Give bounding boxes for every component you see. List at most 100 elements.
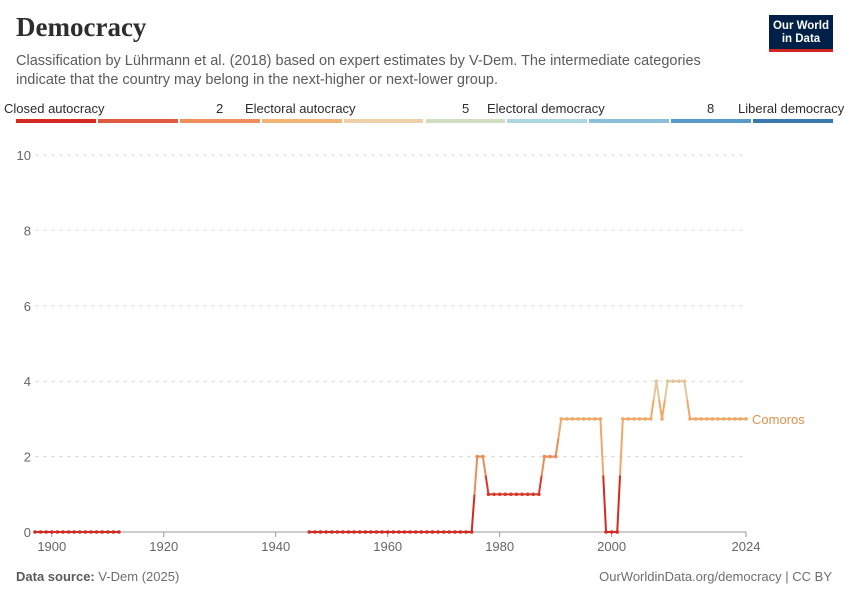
data-point	[615, 530, 620, 534]
data-point	[341, 530, 345, 534]
data-point	[565, 417, 569, 421]
data-point	[721, 417, 726, 421]
data-point	[413, 530, 418, 534]
legend-swatch[interactable]	[97, 119, 178, 123]
data-point	[514, 492, 519, 497]
data-point	[385, 530, 390, 534]
legend-label-5: 5	[462, 101, 470, 116]
data-point	[626, 417, 631, 421]
data-source-label: Data source:	[16, 569, 95, 584]
data-point	[688, 417, 692, 421]
data-point	[497, 492, 502, 497]
y-tick-label: 0	[24, 525, 31, 540]
data-point	[643, 417, 648, 421]
data-point	[111, 530, 116, 534]
data-point	[693, 417, 698, 421]
series-segment	[649, 399, 655, 420]
data-point	[525, 492, 530, 497]
legend-swatch[interactable]	[261, 119, 342, 123]
x-tick-label: 1980	[485, 539, 514, 554]
data-point	[632, 417, 636, 421]
x-tick-label: 1920	[149, 539, 178, 554]
data-point	[503, 492, 508, 497]
series-segment	[540, 456, 546, 476]
chart-title: Democracy	[16, 12, 147, 42]
owid-logo[interactable]: Our World in Data	[769, 15, 833, 52]
series-segment	[663, 381, 669, 401]
legend-swatch[interactable]	[16, 119, 96, 123]
legend-label-electoral-autocracy: Electoral autocracy	[245, 101, 356, 116]
logo-line-2: in Data	[781, 33, 821, 45]
data-point	[357, 530, 362, 534]
data-point	[397, 530, 401, 534]
data-point	[581, 417, 586, 421]
data-point	[44, 530, 48, 534]
data-point	[660, 417, 664, 421]
series-segment	[602, 475, 608, 533]
legend-swatch[interactable]	[507, 119, 588, 123]
data-point	[430, 530, 435, 534]
data-point	[447, 530, 452, 534]
data-point	[671, 379, 676, 384]
series-segment	[537, 475, 543, 495]
data-point	[391, 530, 396, 534]
data-point	[559, 417, 564, 421]
data-point	[481, 454, 485, 459]
legend-swatch[interactable]	[753, 119, 833, 123]
data-point	[469, 530, 474, 534]
data-point	[402, 530, 407, 534]
data-point	[380, 530, 384, 534]
series-segment	[554, 437, 560, 457]
legend-label-2: 2	[216, 101, 224, 116]
data-point	[716, 417, 720, 421]
legend-swatch[interactable]	[425, 119, 506, 123]
data-point	[72, 530, 76, 534]
x-tick-label: 2024	[732, 539, 761, 554]
legend-label-liberal-democracy: Liberal democracy	[738, 101, 845, 116]
data-point	[307, 530, 312, 534]
legend-swatch[interactable]	[343, 119, 424, 123]
data-point	[727, 417, 732, 421]
data-point	[117, 530, 121, 534]
data-point	[744, 417, 748, 421]
series-label: Comoros	[752, 412, 805, 427]
data-point	[542, 454, 547, 459]
data-point	[520, 492, 524, 497]
data-source-value[interactable]: V-Dem (2025)	[98, 569, 180, 584]
data-point	[374, 530, 379, 534]
y-tick-label: 4	[24, 374, 31, 389]
series-segment	[686, 399, 692, 420]
data-point	[548, 454, 552, 459]
data-point	[89, 530, 93, 534]
data-point	[621, 417, 625, 421]
data-point	[531, 492, 536, 497]
legend-label-closed-autocracy: Closed autocracy	[4, 101, 105, 116]
data-point	[733, 417, 737, 421]
data-point	[335, 530, 340, 534]
data-point	[654, 379, 659, 384]
series-segment	[470, 494, 476, 533]
data-point	[593, 417, 597, 421]
x-tick-label: 1900	[37, 539, 66, 554]
legend-swatch[interactable]	[671, 119, 752, 123]
data-point	[604, 530, 608, 534]
data-point	[570, 417, 575, 421]
data-point	[576, 417, 580, 421]
data-point	[419, 530, 424, 534]
data-point	[61, 530, 65, 534]
legend-swatch[interactable]	[589, 119, 670, 123]
series-segment	[484, 475, 490, 495]
legend-swatch[interactable]	[179, 119, 260, 123]
data-point	[553, 454, 558, 459]
data-point	[475, 454, 480, 459]
footer-url[interactable]: OurWorldinData.org/democracy | CC BY	[599, 569, 832, 584]
data-point	[486, 492, 491, 497]
data-point	[436, 530, 440, 534]
data-point	[324, 530, 328, 534]
data-point	[49, 530, 54, 534]
data-point	[363, 530, 368, 534]
data-point	[537, 492, 541, 497]
data-point	[710, 417, 715, 421]
data-point	[38, 530, 43, 534]
